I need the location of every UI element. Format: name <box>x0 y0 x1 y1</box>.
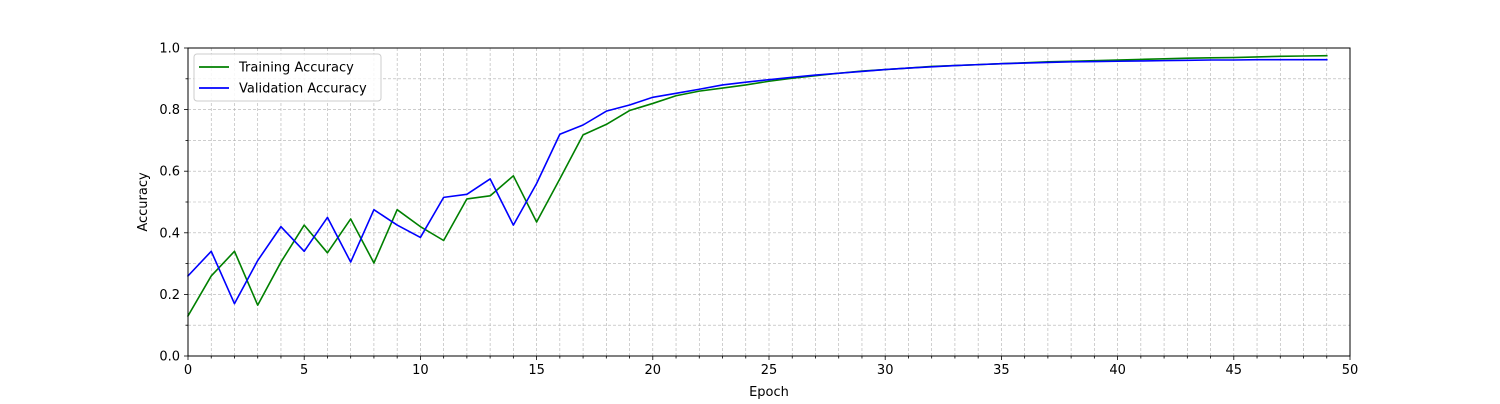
legend-label-training-accuracy: Training Accuracy <box>238 61 354 76</box>
y-tick-label: 0.0 <box>159 350 180 365</box>
x-tick-label: 0 <box>184 363 192 378</box>
y-tick-label: 0.6 <box>159 165 180 180</box>
series-line-validation-accuracy <box>186 58 1328 305</box>
y-tick-label: 1.0 <box>159 42 180 57</box>
series-lines <box>186 54 1328 318</box>
x-tick-label: 5 <box>300 363 308 378</box>
axis-ticks: 0 5 10 15 20 25 30 35 40 45 50 0.0 0.2 0.4 0.6 0.8 1.0 <box>159 42 1358 379</box>
y-tick-label: 0.8 <box>159 103 180 118</box>
y-tick-label: 0.2 <box>159 288 180 303</box>
x-tick-label: 30 <box>877 363 894 378</box>
x-axis-label: Epoch <box>749 385 789 400</box>
legend-label-validation-accuracy: Validation Accuracy <box>239 82 367 97</box>
legend: Training Accuracy Validation Accuracy <box>193 53 382 102</box>
legend-box <box>193 53 382 102</box>
x-tick-label: 10 <box>412 363 429 378</box>
x-tick-label: 35 <box>993 363 1010 378</box>
x-tick-label: 45 <box>1226 363 1243 378</box>
x-tick-label: 40 <box>1109 363 1126 378</box>
x-tick-label: 25 <box>761 363 778 378</box>
y-tick-label: 0.4 <box>159 226 180 241</box>
x-tick-label: 20 <box>645 363 662 378</box>
series-line-training-accuracy <box>186 54 1328 318</box>
y-axis-label: Accuracy <box>136 172 151 232</box>
x-tick-label: 15 <box>528 363 545 378</box>
x-tick-label: 50 <box>1342 363 1359 378</box>
